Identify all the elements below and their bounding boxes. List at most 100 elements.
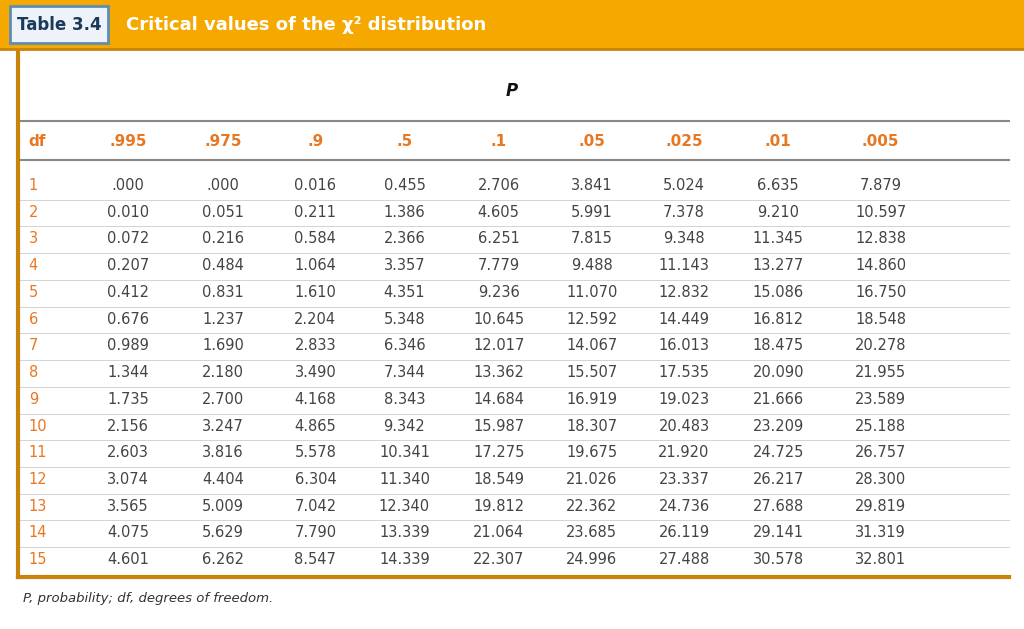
Text: 31.319: 31.319 <box>855 525 906 540</box>
Text: 15.987: 15.987 <box>473 418 524 433</box>
Text: 2.700: 2.700 <box>202 392 245 407</box>
Text: .5: .5 <box>396 134 413 149</box>
Text: 1.735: 1.735 <box>108 392 148 407</box>
Text: 23.589: 23.589 <box>855 392 906 407</box>
Text: 0.989: 0.989 <box>108 338 148 353</box>
Text: 30.578: 30.578 <box>753 552 804 567</box>
Text: 22.362: 22.362 <box>566 499 617 514</box>
Text: 2.204: 2.204 <box>294 311 337 326</box>
Text: 14.067: 14.067 <box>566 338 617 353</box>
Text: 0.010: 0.010 <box>106 204 150 220</box>
Text: 28.300: 28.300 <box>855 472 906 487</box>
Text: 20.090: 20.090 <box>753 365 804 380</box>
Text: 5.024: 5.024 <box>663 178 706 193</box>
Text: 10.597: 10.597 <box>855 204 906 220</box>
Text: 16.013: 16.013 <box>658 338 710 353</box>
Text: 11.340: 11.340 <box>379 472 430 487</box>
Text: 3.490: 3.490 <box>295 365 336 380</box>
Text: 12.838: 12.838 <box>855 231 906 247</box>
Text: 15.507: 15.507 <box>566 365 617 380</box>
Text: df: df <box>29 134 46 149</box>
Text: 18.548: 18.548 <box>855 311 906 326</box>
Text: 9.348: 9.348 <box>664 231 705 247</box>
Text: 2.366: 2.366 <box>384 231 425 247</box>
Text: 11: 11 <box>29 445 47 460</box>
Text: 21.955: 21.955 <box>855 365 906 380</box>
Text: 1.237: 1.237 <box>203 311 244 326</box>
Text: 29.819: 29.819 <box>855 499 906 514</box>
Text: 1: 1 <box>29 178 38 193</box>
Text: 13.277: 13.277 <box>753 258 804 273</box>
Text: .975: .975 <box>205 134 242 149</box>
Text: 14.339: 14.339 <box>379 552 430 567</box>
Text: 3.247: 3.247 <box>203 418 244 433</box>
Text: 3.074: 3.074 <box>108 472 148 487</box>
Text: 6.346: 6.346 <box>384 338 425 353</box>
Text: 4.168: 4.168 <box>295 392 336 407</box>
Text: 23.337: 23.337 <box>658 472 710 487</box>
Text: 7.042: 7.042 <box>294 499 337 514</box>
Text: 3.816: 3.816 <box>203 445 244 460</box>
Text: 11.345: 11.345 <box>753 231 804 247</box>
Text: 3: 3 <box>29 231 38 247</box>
Text: 8.343: 8.343 <box>384 392 425 407</box>
Text: 6.262: 6.262 <box>202 552 245 567</box>
Text: 20.278: 20.278 <box>855 338 906 353</box>
Text: 2.833: 2.833 <box>295 338 336 353</box>
Text: 12.832: 12.832 <box>658 285 710 300</box>
Text: 10: 10 <box>29 418 47 433</box>
Text: 0.016: 0.016 <box>294 178 337 193</box>
Text: 26.757: 26.757 <box>855 445 906 460</box>
Text: Critical values of the χ² distribution: Critical values of the χ² distribution <box>126 16 486 33</box>
Text: 6: 6 <box>29 311 38 326</box>
Text: 6.304: 6.304 <box>295 472 336 487</box>
Text: 5.348: 5.348 <box>384 311 425 326</box>
Text: 29.141: 29.141 <box>753 525 804 540</box>
Text: 20.483: 20.483 <box>658 418 710 433</box>
Text: 9.236: 9.236 <box>478 285 519 300</box>
Bar <box>0 0 1024 49</box>
Text: 12.340: 12.340 <box>379 499 430 514</box>
Text: 25.188: 25.188 <box>855 418 906 433</box>
Text: 5.578: 5.578 <box>295 445 336 460</box>
Text: 11.143: 11.143 <box>658 258 710 273</box>
Text: 16.812: 16.812 <box>753 311 804 326</box>
Text: .995: .995 <box>110 134 146 149</box>
Text: 19.023: 19.023 <box>658 392 710 407</box>
Text: 19.812: 19.812 <box>473 499 524 514</box>
Text: 16.750: 16.750 <box>855 285 906 300</box>
Text: 9.342: 9.342 <box>384 418 425 433</box>
Text: 4.075: 4.075 <box>106 525 150 540</box>
Text: 13.339: 13.339 <box>379 525 430 540</box>
Text: 8.547: 8.547 <box>295 552 336 567</box>
Text: .1: .1 <box>490 134 507 149</box>
Text: 17.275: 17.275 <box>473 445 524 460</box>
Text: 12.017: 12.017 <box>473 338 524 353</box>
Text: 21.920: 21.920 <box>658 445 710 460</box>
Text: 0.831: 0.831 <box>203 285 244 300</box>
Text: 8: 8 <box>29 365 38 380</box>
Text: 4.404: 4.404 <box>203 472 244 487</box>
Text: 1.344: 1.344 <box>108 365 148 380</box>
Text: 2.156: 2.156 <box>108 418 148 433</box>
Text: .000: .000 <box>112 178 144 193</box>
Text: .005: .005 <box>862 134 899 149</box>
Text: .9: .9 <box>307 134 324 149</box>
Text: 15.086: 15.086 <box>753 285 804 300</box>
Text: 14.449: 14.449 <box>658 311 710 326</box>
Text: 13.362: 13.362 <box>473 365 524 380</box>
Text: 7: 7 <box>29 338 38 353</box>
Text: 26.217: 26.217 <box>753 472 804 487</box>
Text: 21.666: 21.666 <box>753 392 804 407</box>
Text: 22.307: 22.307 <box>473 552 524 567</box>
Text: 0.676: 0.676 <box>106 311 150 326</box>
Text: 12: 12 <box>29 472 47 487</box>
Text: 9.488: 9.488 <box>571 258 612 273</box>
Text: 0.216: 0.216 <box>202 231 245 247</box>
Text: 23.209: 23.209 <box>753 418 804 433</box>
Text: 24.736: 24.736 <box>658 499 710 514</box>
Text: 4: 4 <box>29 258 38 273</box>
Text: 9: 9 <box>29 392 38 407</box>
Text: 10.645: 10.645 <box>473 311 524 326</box>
Text: 17.535: 17.535 <box>658 365 710 380</box>
